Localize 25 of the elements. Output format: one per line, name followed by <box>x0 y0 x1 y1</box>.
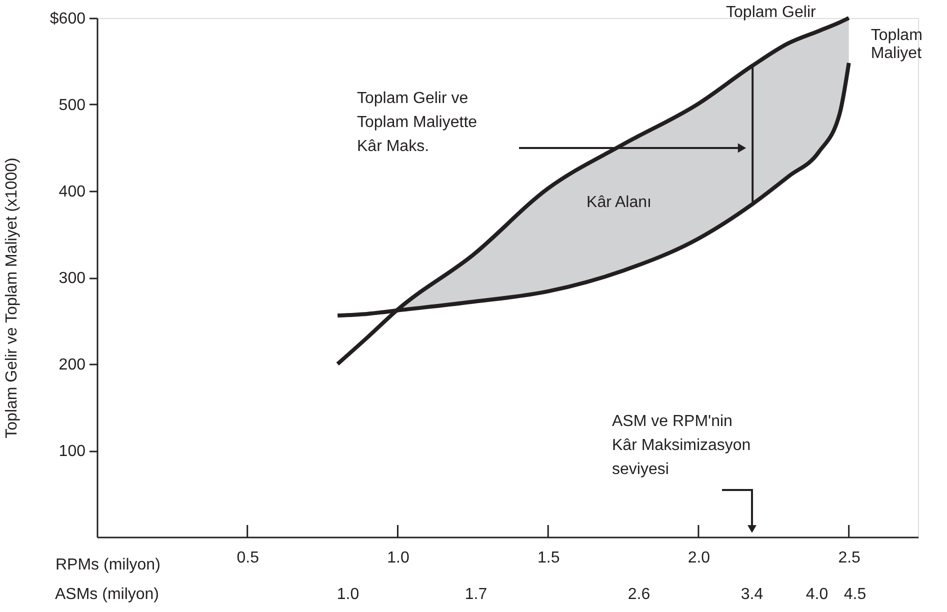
series-label: Toplam Maliyet <box>870 26 922 62</box>
text: ASMs (milyon) <box>55 586 160 603</box>
text: 4.5 <box>844 586 866 603</box>
y-tick-label: 300 <box>58 270 86 287</box>
x-tick-label: 2.0 <box>688 550 710 566</box>
x-tick-label: 2.5 <box>838 550 861 566</box>
x-tick-label: 1.5 <box>537 550 560 566</box>
y-tick-label: 100 <box>58 443 86 460</box>
x-axis-title: RPMs (milyon) <box>56 556 160 574</box>
text: 1.0 <box>336 586 360 603</box>
y-tick-label: 200 <box>58 356 86 374</box>
y-tick-label: 400 <box>58 184 86 200</box>
annotation: Kâr Alanı <box>586 194 652 211</box>
text: 4.0 <box>806 586 828 603</box>
y-axis-title: Toplam Gelir ve Toplam Maliyet (x1000) <box>4 158 20 438</box>
series-label: Toplam Gelir <box>726 4 816 21</box>
y-tick-label: 500 <box>58 97 86 114</box>
text: 1.7 <box>464 586 488 603</box>
y-tick-label: $600 <box>50 10 86 28</box>
annotation: Toplam Gelir ve Toplam Maliyette Kâr Maks. <box>357 90 478 155</box>
x-tick-label: 0.5 <box>236 550 260 566</box>
x-tick-label: 1.0 <box>387 550 410 566</box>
text: 2.6 <box>628 586 650 603</box>
annotation: ASM ve RPM'nin Kâr Maksimizasyon seviyesi <box>612 413 751 478</box>
text: 3.4 <box>740 586 764 603</box>
